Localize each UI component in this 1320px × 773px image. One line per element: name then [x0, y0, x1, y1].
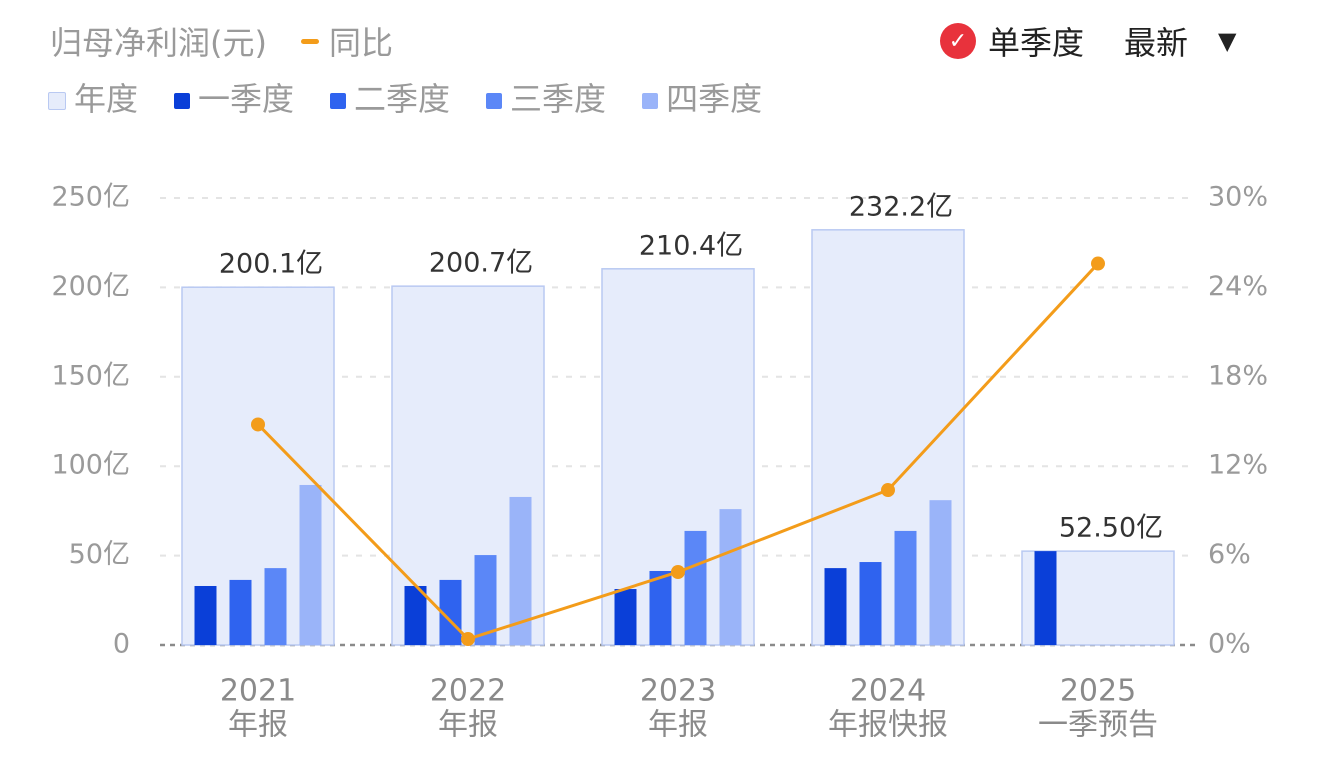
bar	[474, 555, 497, 645]
legend-item: 三季度	[486, 74, 606, 120]
bar	[824, 568, 847, 645]
bar	[684, 530, 707, 645]
legend-swatch	[486, 93, 503, 109]
data-label: 200.1亿	[219, 249, 323, 280]
bar	[1034, 551, 1057, 645]
x-tick-label: 2023	[640, 674, 716, 709]
bar	[194, 585, 217, 645]
x-tick-label: 年报快报	[828, 708, 948, 743]
legend-swatch	[642, 93, 659, 109]
checkbox[interactable]: ✓	[940, 23, 976, 59]
legend-swatch	[330, 93, 347, 109]
y2-tick-label: 12%	[1208, 450, 1268, 481]
toggle-label[interactable]: 单季度	[988, 24, 1085, 62]
bar	[929, 500, 952, 645]
x-tick-label: 2024	[850, 674, 926, 709]
y-tick-label: 0	[113, 629, 130, 660]
y2-tick-label: 24%	[1208, 271, 1268, 302]
dropdown-arrow[interactable]: ▼	[1218, 27, 1237, 55]
x-tick-label: 2025	[1060, 674, 1136, 709]
bar	[649, 570, 672, 645]
x-tick-label: 一季预告	[1038, 708, 1158, 743]
y2-tick-label: 6%	[1208, 539, 1251, 570]
legend-swatch	[174, 93, 191, 109]
legend-label: 同比	[328, 24, 393, 62]
legend-label: 年度	[74, 80, 139, 118]
bar	[299, 484, 322, 645]
data-label: 210.4亿	[639, 230, 743, 261]
legend-label: 一季度	[198, 80, 295, 118]
legend-item: 一季度	[174, 74, 294, 120]
y-tick-label: 250亿	[51, 182, 130, 213]
y-tick-label: 100亿	[51, 450, 130, 481]
legend-swatch	[48, 92, 66, 110]
chart-header: 归母净利润(元) 同比	[50, 18, 393, 64]
legend-label: 三季度	[510, 80, 607, 118]
bar	[509, 496, 532, 645]
data-label: 200.7亿	[429, 248, 533, 279]
chart-title: 归母净利润(元)	[50, 24, 267, 62]
bar	[229, 579, 252, 645]
legend-swatch	[300, 38, 319, 44]
x-tick-label: 年报	[438, 708, 498, 743]
line-point	[251, 417, 265, 432]
x-tick-label: 年报	[648, 708, 708, 743]
bar	[719, 509, 742, 645]
bar	[264, 568, 287, 645]
bar	[614, 589, 637, 645]
x-tick-label: 年报	[228, 708, 288, 743]
y-tick-label: 200亿	[51, 271, 130, 302]
data-label: 52.50亿	[1059, 513, 1163, 544]
bar	[859, 562, 882, 645]
data-label: 232.2亿	[849, 191, 953, 222]
y-tick-label: 50亿	[69, 539, 130, 570]
legend-item: 年度	[48, 74, 138, 120]
y2-tick-label: 18%	[1208, 360, 1268, 391]
y2-tick-label: 30%	[1208, 182, 1268, 213]
legend-item: 四季度	[642, 74, 762, 120]
line-point	[671, 564, 685, 579]
x-tick-label: 2021	[220, 674, 296, 709]
controls: ✓ 单季度 最新 ▼	[940, 18, 1237, 64]
line-point	[881, 483, 895, 498]
legend-item: 二季度	[330, 74, 450, 120]
x-tick-label: 2022	[430, 674, 506, 709]
legend-label: 四季度	[666, 80, 763, 118]
bar	[404, 585, 427, 645]
line-point	[1091, 256, 1105, 271]
y-tick-label: 150亿	[51, 360, 130, 391]
legend: 年度 一季度 二季度 三季度 四季度	[48, 74, 762, 120]
y2-tick-label: 0%	[1208, 629, 1251, 660]
bar	[894, 530, 917, 645]
line-point	[461, 632, 475, 647]
legend-label: 二季度	[354, 80, 451, 118]
dropdown-label[interactable]: 最新	[1124, 24, 1189, 62]
